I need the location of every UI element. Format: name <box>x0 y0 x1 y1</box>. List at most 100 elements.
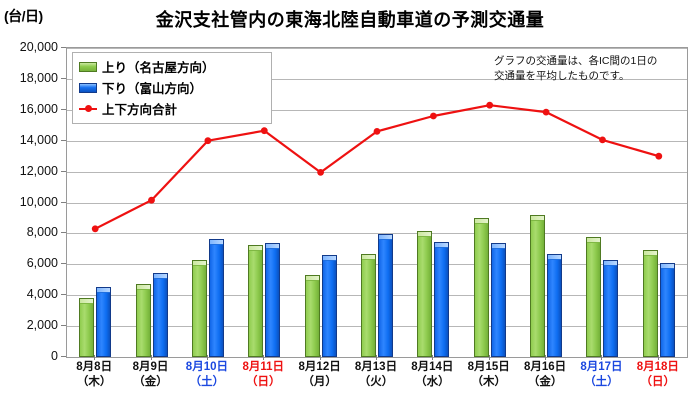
bar-group <box>518 48 574 357</box>
total-line-series <box>91 101 663 233</box>
x-axis-date: 8月8日 <box>76 361 113 373</box>
bar-group <box>574 48 630 357</box>
bar-up-direction <box>135 284 151 357</box>
chart-note: グラフの交通量は、各IC間の1日の 交通量を平均したものです。 <box>494 54 690 84</box>
bar-group <box>123 48 179 357</box>
y-axis-tick-label: 10,000 <box>19 195 58 209</box>
x-axis-tick-label: 8月8日 （木） <box>66 360 122 390</box>
x-axis-date: 8月12日 <box>298 361 341 373</box>
legend-swatch-total-icon <box>79 103 97 115</box>
x-axis-date: 8月11日 <box>242 361 285 373</box>
x-axis-tick-label: 8月14日 （水） <box>404 360 460 390</box>
x-axis-date: 8月10日 <box>185 361 228 373</box>
y-axis-tick-mark <box>61 263 66 264</box>
total-line-marker <box>317 169 324 176</box>
x-axis-date: 8月18日 <box>636 361 679 373</box>
y-axis-tick-mark <box>61 294 66 295</box>
total-line-marker <box>430 112 437 120</box>
gridline <box>67 203 687 204</box>
bar-cap <box>153 274 167 279</box>
x-axis-weekday: （金） <box>527 376 563 388</box>
x-axis-tick-mark <box>601 355 602 360</box>
y-axis-tick-mark <box>61 47 66 48</box>
bar-cap <box>604 261 618 266</box>
chart-note-line1: グラフの交通量は、各IC間の1日の <box>494 55 658 67</box>
y-axis-tick-label: 18,000 <box>19 71 58 85</box>
bar-down-direction <box>603 260 619 357</box>
y-axis-tick-label: 2,000 <box>26 318 58 332</box>
x-axis-tick-label: 8月16日 （金） <box>517 360 573 390</box>
bar-down-direction <box>96 287 112 357</box>
bar-cap <box>660 264 674 269</box>
chart-legend: 上り（名古屋方向） 下り（富山方向） 上下方向合計 <box>72 52 272 124</box>
gridline <box>67 233 687 234</box>
bar-group <box>462 48 518 357</box>
y-axis: 0 2,000 4,000 6,000 8,000 10,000 12,000 14,000 1… <box>0 40 66 363</box>
legend-item-down: 下り（富山方向） <box>79 77 265 98</box>
bar-cap <box>378 235 392 240</box>
y-axis-tick-label: 8,000 <box>26 225 58 239</box>
gridline <box>67 141 687 142</box>
bar-down-direction <box>377 234 393 357</box>
y-axis-tick-mark <box>61 78 66 79</box>
bar-up-direction <box>417 231 433 357</box>
bar-up-direction <box>642 250 658 357</box>
bar-cap <box>322 256 336 261</box>
x-axis-tick-mark <box>263 355 264 360</box>
x-axis-date: 8月9日 <box>132 361 169 373</box>
bar-up-direction <box>473 218 489 357</box>
x-axis-tick-label: 8月11日 （日） <box>235 360 291 390</box>
x-axis-weekday: （土） <box>189 376 225 388</box>
x-axis-tick-label: 8月10日 （土） <box>179 360 235 390</box>
x-axis-tick-mark <box>658 355 659 360</box>
legend-item-total: 上下方向合計 <box>79 98 265 119</box>
total-line-marker <box>204 137 212 145</box>
bar-up-direction <box>79 298 95 357</box>
bar-up-direction <box>248 245 264 357</box>
bar-cap <box>136 285 150 290</box>
gridline <box>67 295 687 296</box>
x-axis-tick-mark <box>94 355 95 360</box>
bar-cap <box>643 251 657 256</box>
bar-group <box>349 48 405 357</box>
legend-swatch-up-icon <box>79 61 97 72</box>
total-line-marker <box>655 152 663 160</box>
y-axis-tick-mark <box>61 109 66 110</box>
bar-cap <box>418 232 432 237</box>
bar-down-direction <box>434 242 450 357</box>
x-axis-weekday: （土） <box>584 376 619 388</box>
x-axis-date: 8月16日 <box>523 361 567 373</box>
bar-cap <box>531 216 545 221</box>
x-axis-date: 8月17日 <box>580 361 623 373</box>
x-axis-date: 8月13日 <box>354 361 398 373</box>
bar-down-direction <box>152 273 168 357</box>
x-axis-weekday: （日） <box>640 376 676 388</box>
y-axis-tick-label: 14,000 <box>19 133 58 147</box>
x-axis-tick-mark <box>545 355 546 360</box>
x-axis-tick-mark <box>207 355 208 360</box>
y-axis-tick-label: 4,000 <box>26 287 58 301</box>
x-axis-tick-mark <box>320 355 321 360</box>
plot-inner <box>67 48 687 357</box>
y-axis-tick-label: 6,000 <box>26 256 58 270</box>
x-axis: 8月8日 （木） 8月9日 （金） 8月10日 （土） 8月11日 （日） 8月12日 （月） 8月… <box>66 355 688 402</box>
bar-group <box>236 48 292 357</box>
x-axis-weekday: （水） <box>415 376 450 388</box>
y-axis-tick-label: 12,000 <box>19 164 58 178</box>
bar-cap <box>97 288 111 293</box>
bar-up-direction <box>191 260 207 357</box>
y-axis-tick-mark <box>61 325 66 326</box>
x-axis-weekday: （日） <box>246 376 281 388</box>
bar-cap <box>266 244 280 249</box>
gridline <box>67 326 687 327</box>
bar-cap <box>209 240 223 245</box>
bar-down-direction <box>321 255 337 357</box>
legend-label-down: 下り（富山方向） <box>102 82 203 96</box>
bar-cap <box>474 219 488 224</box>
gridline <box>67 79 687 80</box>
x-axis-date: 8月15日 <box>467 361 510 373</box>
bar-group <box>292 48 348 357</box>
bar-cap <box>587 238 601 243</box>
bar-group <box>67 48 123 357</box>
bar-up-direction <box>586 237 602 357</box>
